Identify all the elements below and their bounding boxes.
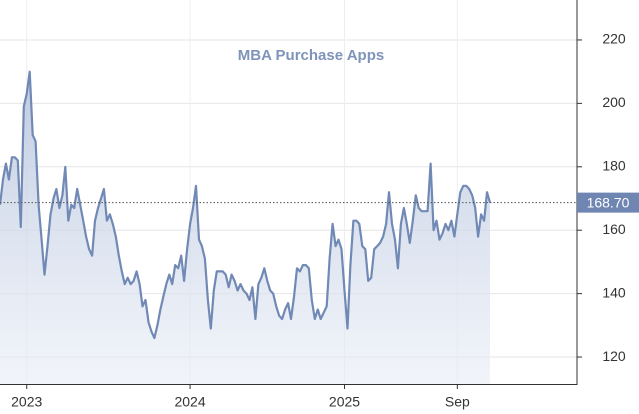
- chart-title: MBA Purchase Apps: [238, 47, 384, 64]
- y-tick-label: 160: [602, 221, 626, 237]
- area: [0, 71, 490, 384]
- x-tick-label: Sep: [445, 394, 470, 410]
- y-tick-label: 180: [602, 157, 626, 173]
- last-value-label: 168.70: [587, 194, 630, 210]
- x-tick-label: 2025: [329, 394, 360, 410]
- plot: [0, 70, 492, 384]
- x-tick-label: 2024: [174, 394, 205, 410]
- y-tick-label: 200: [602, 94, 626, 110]
- y-tick-label: 220: [602, 31, 626, 47]
- y-tick-label: 140: [602, 284, 626, 300]
- last-value-box: [577, 192, 639, 213]
- line: [0, 70, 492, 340]
- y-tick-label: 120: [602, 348, 626, 364]
- x-tick-label: 2023: [11, 394, 42, 410]
